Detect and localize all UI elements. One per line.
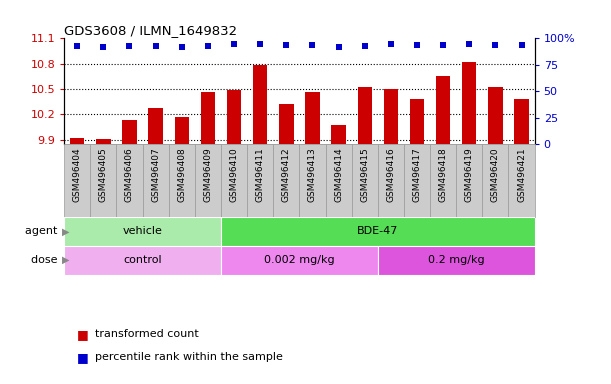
Text: ■: ■ (76, 328, 88, 341)
Bar (279, 104, 293, 144)
Bar (221, 217, 535, 246)
Point (412, 42, 422, 48)
Bar (384, 89, 398, 144)
Text: vehicle: vehicle (123, 226, 163, 237)
Bar (410, 99, 424, 144)
Bar (306, 93, 320, 144)
Text: GSM496407: GSM496407 (151, 148, 160, 202)
Bar (221, 144, 247, 217)
Bar (122, 120, 137, 144)
Text: BDE-47: BDE-47 (357, 226, 398, 237)
Text: GSM496415: GSM496415 (360, 148, 369, 202)
Bar (378, 246, 535, 275)
Text: GSM496418: GSM496418 (439, 148, 448, 202)
Text: GSM496420: GSM496420 (491, 148, 500, 202)
Bar (64, 246, 221, 275)
Point (438, 42, 448, 48)
Point (464, 41, 474, 47)
Bar (488, 86, 503, 144)
Text: GSM496404: GSM496404 (73, 148, 82, 202)
Bar (352, 144, 378, 217)
Point (125, 43, 134, 49)
Bar (90, 144, 117, 217)
Text: GSM496406: GSM496406 (125, 148, 134, 202)
Text: GSM496421: GSM496421 (517, 148, 526, 202)
Text: transformed count: transformed count (95, 329, 199, 339)
Point (255, 41, 265, 47)
Text: ■: ■ (76, 351, 88, 364)
Bar (430, 144, 456, 217)
Bar (456, 144, 482, 217)
Point (386, 41, 396, 47)
Point (282, 42, 291, 48)
Text: GSM496417: GSM496417 (412, 148, 422, 202)
Text: dose: dose (31, 255, 61, 265)
Bar (221, 246, 378, 275)
Text: GSM496405: GSM496405 (99, 148, 108, 202)
Text: 0.2 mg/kg: 0.2 mg/kg (428, 255, 485, 265)
Text: ▶: ▶ (62, 255, 70, 265)
Text: ▶: ▶ (62, 226, 70, 237)
Bar (175, 117, 189, 144)
Point (491, 42, 500, 48)
Text: percentile rank within the sample: percentile rank within the sample (95, 352, 282, 362)
Bar (142, 144, 169, 217)
Bar (273, 144, 299, 217)
Bar (299, 144, 326, 217)
Bar (195, 144, 221, 217)
Bar (117, 144, 142, 217)
Text: GSM496416: GSM496416 (386, 148, 395, 202)
Text: GSM496412: GSM496412 (282, 148, 291, 202)
Point (177, 44, 187, 50)
Bar (436, 76, 450, 144)
Point (334, 44, 343, 50)
Point (360, 43, 370, 49)
Bar (378, 144, 404, 217)
Bar (326, 144, 352, 217)
Bar (253, 65, 268, 144)
Text: GSM496419: GSM496419 (465, 148, 474, 202)
Bar (331, 124, 346, 144)
Bar (482, 144, 508, 217)
Text: GSM496413: GSM496413 (308, 148, 317, 202)
Bar (357, 86, 372, 144)
Text: GSM496414: GSM496414 (334, 148, 343, 202)
Text: GSM496409: GSM496409 (203, 148, 213, 202)
Bar (201, 92, 215, 144)
Text: GSM496411: GSM496411 (255, 148, 265, 202)
Text: GDS3608 / ILMN_1649832: GDS3608 / ILMN_1649832 (64, 24, 237, 37)
Bar (148, 108, 163, 144)
Bar (514, 99, 529, 144)
Text: GSM496408: GSM496408 (177, 148, 186, 202)
Point (229, 41, 239, 47)
Text: control: control (123, 255, 162, 265)
Point (517, 42, 527, 48)
Point (151, 43, 161, 49)
Point (98, 44, 108, 50)
Point (307, 42, 317, 48)
Bar (247, 144, 273, 217)
Bar (70, 138, 84, 144)
Bar (462, 62, 477, 144)
Bar (404, 144, 430, 217)
Point (72, 43, 82, 49)
Text: 0.002 mg/kg: 0.002 mg/kg (264, 255, 335, 265)
Bar (64, 144, 90, 217)
Text: agent: agent (25, 226, 61, 237)
Bar (508, 144, 535, 217)
Bar (96, 139, 111, 144)
Text: GSM496410: GSM496410 (230, 148, 238, 202)
Point (203, 43, 213, 49)
Bar (227, 90, 241, 144)
Bar (64, 217, 221, 246)
Bar (169, 144, 195, 217)
